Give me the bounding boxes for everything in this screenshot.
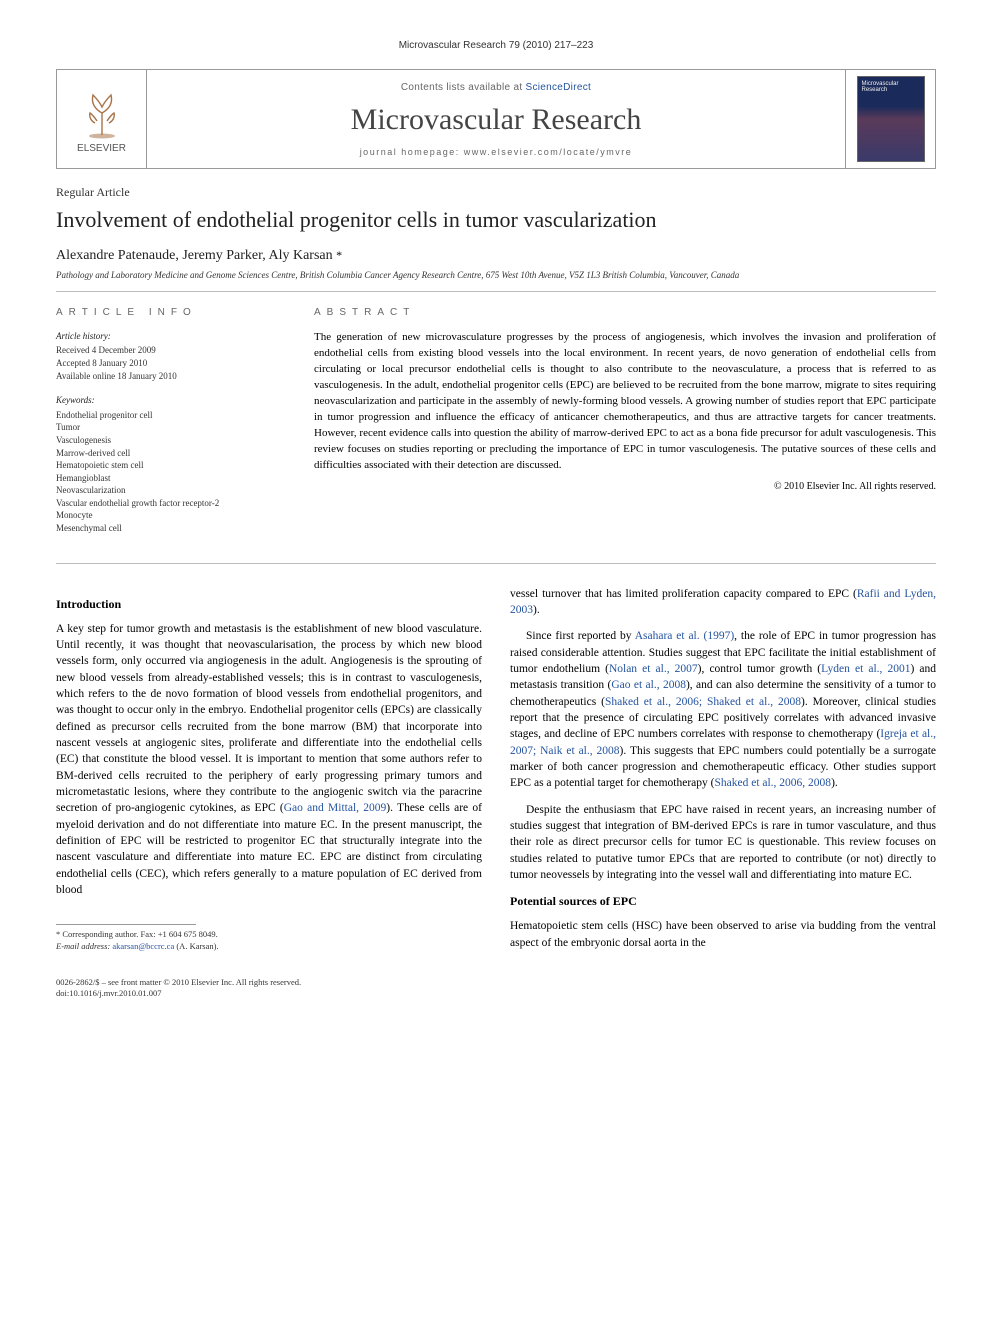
publisher-logo-box: ELSEVIER — [57, 70, 147, 168]
citation-link[interactable]: Asahara et al. (1997) — [635, 630, 734, 642]
article-title: Involvement of endothelial progenitor ce… — [56, 206, 936, 234]
para-text: ). These cells are of myeloid derivation… — [56, 802, 482, 896]
received-date: Received 4 December 2009 — [56, 344, 286, 357]
history-label: Article history: — [56, 330, 286, 343]
citation-link[interactable]: Shaked et al., 2006; Shaked et al., 2008 — [605, 696, 801, 708]
author-list: Alexandre Patenaude, Jeremy Parker, Aly … — [56, 248, 936, 264]
article-info-head: ARTICLE INFO — [56, 306, 286, 320]
citation-link[interactable]: Gao et al., 2008 — [611, 679, 686, 691]
journal-homepage: journal homepage: www.elsevier.com/locat… — [157, 147, 835, 157]
keyword: Hemangioblast — [56, 472, 286, 485]
citation-link[interactable]: Gao and Mittal, 2009 — [284, 802, 387, 814]
citation-link[interactable]: Shaked et al., 2006, 2008 — [714, 777, 831, 789]
keyword: Hematopoietic stem cell — [56, 459, 286, 472]
keyword: Neovascularization — [56, 484, 286, 497]
email-tail: (A. Karsan). — [174, 941, 218, 951]
left-column: Introduction A key step for tumor growth… — [56, 586, 482, 961]
section-heading-introduction: Introduction — [56, 596, 482, 613]
keyword: Marrow-derived cell — [56, 447, 286, 460]
abstract-column: ABSTRACT The generation of new microvasc… — [314, 306, 936, 547]
article-info-column: ARTICLE INFO Article history: Received 4… — [56, 306, 286, 547]
body-paragraph: Despite the enthusiasm that EPC have rai… — [510, 802, 936, 884]
keyword: Vascular endothelial growth factor recep… — [56, 497, 286, 510]
elsevier-tree-icon — [77, 85, 127, 141]
right-column: vessel turnover that has limited prolife… — [510, 586, 936, 961]
cover-label: Microvascular Research — [862, 81, 920, 93]
email-label: E-mail address: — [56, 941, 112, 951]
keyword: Vasculogenesis — [56, 434, 286, 447]
para-text: Since first reported by — [526, 630, 635, 642]
sciencedirect-link[interactable]: ScienceDirect — [525, 82, 591, 93]
homepage-prefix: journal homepage: — [360, 147, 464, 157]
abstract-text: The generation of new microvasculature p… — [314, 330, 936, 473]
para-text: ), control tumor growth ( — [698, 663, 821, 675]
journal-cover-thumb: Microvascular Research — [857, 76, 925, 162]
online-date: Available online 18 January 2010 — [56, 370, 286, 383]
keywords-block: Keywords: Endothelial progenitor cell Tu… — [56, 394, 286, 535]
contents-prefix: Contents lists available at — [401, 82, 526, 93]
authors-text: Alexandre Patenaude, Jeremy Parker, Aly … — [56, 248, 336, 263]
corresponding-footnote: * Corresponding author. Fax: +1 604 675 … — [56, 929, 482, 952]
citation-link[interactable]: Lyden et al., 2001 — [821, 663, 910, 675]
body-paragraph: vessel turnover that has limited prolife… — [510, 586, 936, 619]
journal-masthead: ELSEVIER Contents lists available at Sci… — [56, 69, 936, 169]
corr-line: * Corresponding author. Fax: +1 604 675 … — [56, 929, 482, 940]
article-type: Regular Article — [56, 185, 936, 200]
contents-line: Contents lists available at ScienceDirec… — [157, 82, 835, 93]
keywords-label: Keywords: — [56, 394, 286, 407]
journal-cover-box: Microvascular Research — [845, 70, 935, 168]
body-paragraph: Hematopoietic stem cells (HSC) have been… — [510, 918, 936, 951]
article-history: Article history: Received 4 December 200… — [56, 330, 286, 382]
journal-name: Microvascular Research — [157, 103, 835, 137]
para-text: vessel turnover that has limited prolife… — [510, 588, 857, 600]
intro-paragraph: A key step for tumor growth and metastas… — [56, 621, 482, 899]
affiliation: Pathology and Laboratory Medicine and Ge… — [56, 270, 936, 281]
publisher-name: ELSEVIER — [77, 143, 126, 154]
body-columns: Introduction A key step for tumor growth… — [56, 586, 936, 961]
keyword: Endothelial progenitor cell — [56, 409, 286, 422]
abstract-head: ABSTRACT — [314, 306, 936, 321]
section-heading-sources: Potential sources of EPC — [510, 893, 936, 910]
body-paragraph: Since first reported by Asahara et al. (… — [510, 628, 936, 791]
email-link[interactable]: akarsan@bccrc.ca — [112, 941, 174, 951]
accepted-date: Accepted 8 January 2010 — [56, 357, 286, 370]
para-text: ). — [831, 777, 838, 789]
corresponding-mark-icon: * — [336, 248, 342, 262]
keyword: Monocyte — [56, 509, 286, 522]
running-header: Microvascular Research 79 (2010) 217–223 — [56, 40, 936, 51]
front-matter-footer: 0026-2862/$ – see front matter © 2010 El… — [56, 977, 936, 999]
para-text: A key step for tumor growth and metastas… — [56, 623, 482, 815]
keyword: Tumor — [56, 421, 286, 434]
para-text: ). — [533, 604, 540, 616]
doi-line: doi:10.1016/j.mvr.2010.01.007 — [56, 988, 936, 999]
issn-line: 0026-2862/$ – see front matter © 2010 El… — [56, 977, 936, 988]
homepage-url: www.elsevier.com/locate/ymvre — [464, 147, 633, 157]
abstract-copyright: © 2010 Elsevier Inc. All rights reserved… — [314, 480, 936, 495]
footnote-rule — [56, 924, 196, 925]
citation-link[interactable]: Nolan et al., 2007 — [609, 663, 698, 675]
keyword: Mesenchymal cell — [56, 522, 286, 535]
